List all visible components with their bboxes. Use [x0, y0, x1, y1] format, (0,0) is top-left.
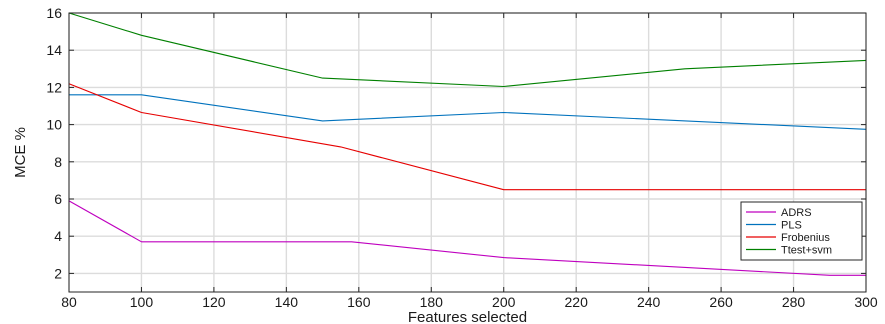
series-line-ttest-svm [68, 12, 867, 88]
legend-label: ADRS [781, 207, 812, 219]
legend-label: Ttest+svm [781, 245, 832, 257]
y-tick-label: 2 [54, 265, 62, 281]
x-tick-label: 80 [61, 294, 77, 310]
y-tick-label: 12 [46, 79, 62, 95]
y-tick-label: 8 [54, 154, 62, 170]
legend-label: PLS [781, 220, 802, 232]
x-tick-label: 280 [782, 294, 806, 310]
series-line-frobenius [68, 83, 866, 191]
x-tick-label: 260 [709, 294, 733, 310]
plot-frame [68, 12, 867, 293]
y-tick-label: 14 [46, 42, 62, 58]
legend-label: Frobenius [781, 232, 830, 244]
x-tick-label: 240 [637, 294, 661, 310]
x-tick-label: 300 [854, 294, 878, 310]
x-tick-label: 100 [130, 294, 154, 310]
y-tick-label: 10 [46, 117, 62, 133]
y-tick-label: 16 [46, 5, 62, 21]
x-tick-label: 180 [420, 294, 444, 310]
plot-background [69, 13, 866, 292]
y-tick-label: 4 [54, 228, 62, 244]
x-axis-label: Features selected [408, 309, 527, 324]
x-tick-label: 200 [492, 294, 516, 310]
y-axis-label: MCE % [12, 127, 29, 178]
x-tick-label: 220 [565, 294, 589, 310]
series-lines [68, 12, 867, 276]
y-tick-label: 6 [54, 191, 62, 207]
x-tick-label: 160 [347, 294, 371, 310]
x-tick-label: 120 [202, 294, 226, 310]
x-tick-label: 140 [275, 294, 299, 310]
axis-ticks: 80 100 120 140 160 180 200 220 240 260 280 300 2 4 6 8 1… [46, 5, 877, 310]
series-line-pls [69, 94, 867, 130]
series-line-adrs [68, 200, 866, 276]
